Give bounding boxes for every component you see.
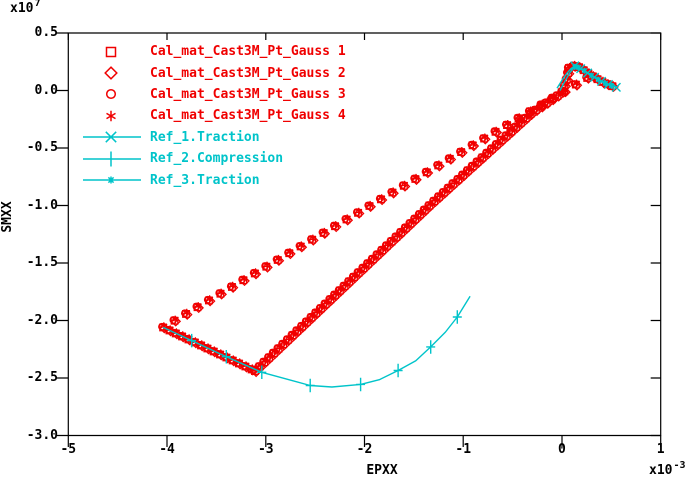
x-tick-label: -5 [60, 442, 77, 457]
legend-symbol-circle-icon [105, 89, 117, 100]
legend-symbol-asterisk-icon [106, 110, 116, 122]
legend-symbol-x-icon [83, 131, 141, 143]
x-power-base: x10 [649, 463, 673, 478]
x-tick-label: 1 [656, 442, 665, 457]
legend-label: Ref_2.Compression [150, 151, 284, 167]
series-ref-3-traction-markers [572, 63, 615, 89]
y-tick-label: 0.0 [34, 82, 58, 98]
y-tick-label: -3.0 [26, 427, 58, 443]
legend-symbol-plus-icon [83, 151, 141, 167]
legend-item: Ref_1.Traction [80, 127, 346, 148]
x-axis-title: EPXX [366, 463, 398, 478]
x-axis-power-label: x10-3 [649, 460, 686, 478]
legend-symbol-star-icon [83, 176, 141, 184]
legend-label: Cal_mat_Cast3M_Pt_Gauss 2 [150, 65, 346, 81]
series-ref-2-compression-line [162, 295, 471, 388]
y-tick-label: 0.5 [34, 25, 58, 40]
legend-label: Cal_mat_Cast3M_Pt_Gauss 3 [150, 86, 346, 102]
x-tick-label: 0 [558, 442, 566, 457]
y-axis-power-label: x107 [10, 0, 41, 16]
legend-item: Ref_2.Compression [80, 148, 346, 169]
y-power-base: x10 [10, 1, 34, 16]
legend: Cal_mat_Cast3M_Pt_Gauss 1 Cal_mat_Cast3M_… [80, 41, 346, 191]
y-axis-title: SMXX [0, 201, 15, 233]
legend-symbol-square-icon [105, 46, 117, 57]
legend-item: Cal_mat_Cast3M_Pt_Gauss 4 [80, 105, 346, 126]
y-tick-label: -1.0 [26, 197, 58, 213]
x-power-exponent: -3 [673, 460, 686, 471]
legend-item: Cal_mat_Cast3M_Pt_Gauss 3 [80, 84, 346, 105]
y-power-exponent: 7 [34, 0, 41, 9]
x-tick-label: -1 [455, 442, 472, 457]
legend-label: Ref_3.Traction [150, 172, 260, 188]
legend-item: Cal_mat_Cast3M_Pt_Gauss 2 [80, 62, 346, 83]
y-tick-label: -2.0 [26, 312, 58, 328]
x-tick-label: -4 [159, 442, 175, 457]
y-tick-label: -2.5 [26, 370, 58, 385]
legend-label: Cal_mat_Cast3M_Pt_Gauss 4 [150, 108, 346, 124]
legend-symbol-diamond-icon [104, 66, 118, 80]
y-tick-label: -1.5 [26, 255, 58, 270]
x-tick-label: -3 [257, 442, 274, 457]
legend-label: Cal_mat_Cast3M_Pt_Gauss 1 [150, 44, 346, 60]
y-tick-label: -0.5 [26, 140, 58, 155]
legend-item: Ref_3.Traction [80, 169, 346, 190]
series-ref-2-compression-markers [187, 310, 462, 393]
legend-label: Ref_1.Traction [150, 129, 260, 145]
x-tick-label: -2 [356, 442, 373, 457]
axis-ticks [56, 32, 662, 447]
legend-item: Cal_mat_Cast3M_Pt_Gauss 1 [80, 41, 346, 62]
